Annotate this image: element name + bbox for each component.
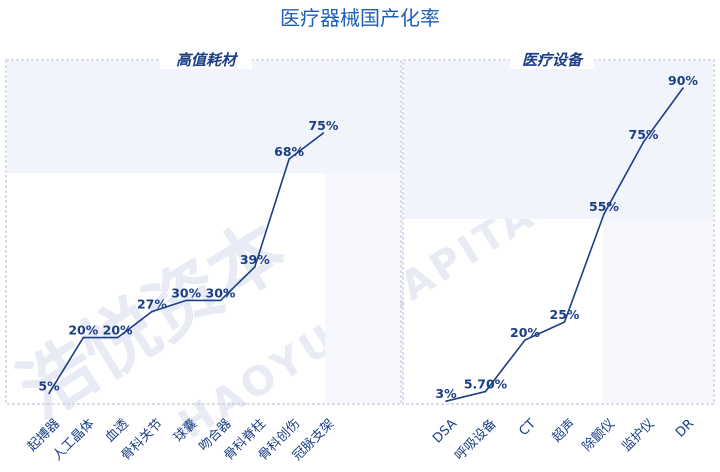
page-title: 医疗器械国产化率 — [280, 6, 440, 30]
right-category-label: DR — [673, 416, 697, 440]
right-data-point — [603, 213, 605, 215]
left-data-label: 30% — [206, 285, 236, 300]
right-panel-title: 医疗设备 — [522, 51, 584, 69]
left-data-point — [219, 299, 222, 302]
left-data-label: 20% — [103, 323, 133, 338]
left-category-label: 血透 — [103, 416, 132, 445]
left-data-label: 27% — [137, 297, 167, 312]
right-data-point — [642, 141, 645, 143]
right-data-label: 20% — [510, 325, 540, 340]
left-data-label: 20% — [68, 323, 98, 338]
right-data-point — [445, 400, 447, 403]
right-data-point — [524, 339, 526, 341]
left-data-point — [48, 392, 50, 395]
right-category-label: 除颤仪 — [580, 416, 618, 454]
right-category-label: 超声 — [550, 416, 579, 445]
right-category-label: CT — [516, 416, 539, 439]
left-data-point — [254, 266, 256, 268]
right-data-point — [563, 321, 566, 323]
left-panel-title: 高值耗材 — [176, 51, 239, 69]
left-data-point — [288, 158, 290, 160]
left-panel-title-bg — [160, 51, 252, 69]
right-data-label: 55% — [589, 199, 619, 214]
left-data-label: 68% — [274, 144, 304, 159]
left-data-label: 39% — [240, 252, 270, 267]
left-data-point — [185, 299, 187, 302]
right-category-label: DSA — [430, 416, 460, 446]
left-data-label: 5% — [38, 378, 60, 393]
right-category-label: 呼吸设备 — [451, 416, 499, 464]
right-data-label: 25% — [550, 307, 580, 322]
left-data-point — [322, 132, 325, 134]
right-category-label: 监护仪 — [619, 416, 657, 454]
left-data-point — [116, 336, 119, 339]
left-data-point — [151, 310, 153, 313]
right-panel-shade-right — [603, 219, 713, 403]
left-data-label: 30% — [171, 285, 201, 300]
right-data-label: 5.70% — [464, 376, 508, 391]
right-data-point — [484, 390, 487, 393]
left-data-point — [82, 336, 85, 339]
right-data-label: 3% — [435, 386, 457, 401]
right-panel: 医疗设备 3% DSA 5.70% 呼吸设备 20% CT 25% 超声 55% 除颤仪 75% 监护… — [402, 51, 715, 464]
left-panel-shade-top — [7, 61, 400, 173]
right-panel-shade-top — [404, 61, 713, 219]
right-panel-title-bg — [510, 51, 594, 69]
right-data-label: 75% — [629, 127, 659, 142]
right-data-label: 90% — [668, 73, 698, 88]
left-panel-shade-right — [325, 173, 400, 403]
right-data-point — [682, 87, 684, 89]
left-data-label: 75% — [308, 118, 338, 133]
